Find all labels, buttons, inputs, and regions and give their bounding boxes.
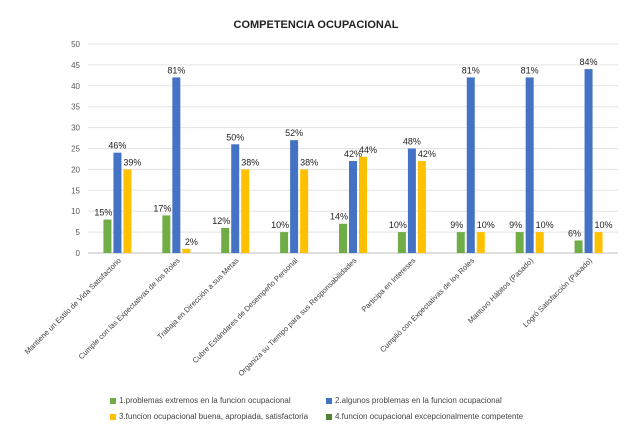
bar bbox=[407, 148, 416, 253]
legend-swatch bbox=[110, 397, 116, 404]
data-label: 14% bbox=[330, 212, 348, 222]
bar bbox=[231, 144, 240, 253]
y-tick-label: 30 bbox=[71, 124, 80, 133]
bar bbox=[241, 169, 250, 253]
data-label: 38% bbox=[300, 157, 318, 167]
data-label: 10% bbox=[389, 220, 407, 230]
legend-label: 3.funcion ocupacional buena, apropiada, … bbox=[119, 412, 309, 421]
legend-item: 3.funcion ocupacional buena, apropiada, … bbox=[110, 412, 308, 421]
bar bbox=[359, 156, 367, 253]
y-tick-label: 40 bbox=[71, 82, 80, 91]
data-label: 12% bbox=[212, 216, 230, 226]
data-label: 17% bbox=[153, 203, 171, 213]
bar bbox=[339, 223, 347, 253]
data-label: 9% bbox=[450, 220, 463, 230]
y-tick-label: 50 bbox=[71, 40, 80, 49]
legend-label: 2.algunos problemas en la funcion ocupac… bbox=[335, 396, 502, 405]
data-label: 9% bbox=[509, 220, 522, 230]
data-label: 10% bbox=[477, 220, 495, 230]
bar bbox=[456, 232, 465, 253]
data-label: 15% bbox=[94, 208, 112, 218]
bar bbox=[290, 140, 299, 253]
y-tick-label: 20 bbox=[71, 165, 80, 174]
x-tick-label: Mantiene un Estilo de Vida Satisfactorio bbox=[23, 256, 123, 356]
bar bbox=[123, 169, 132, 253]
legend-label: 1.problemas extremos en la funcion ocupa… bbox=[119, 396, 291, 405]
data-label: 81% bbox=[167, 65, 185, 75]
legend-swatch bbox=[326, 397, 332, 404]
x-tick-label: Participa en Intereses bbox=[360, 256, 418, 314]
data-label: 39% bbox=[123, 157, 141, 167]
bar bbox=[594, 232, 603, 253]
x-tick-label: Cumplió con Expectativas de los Roles bbox=[378, 256, 476, 354]
y-tick-label: 15 bbox=[71, 186, 80, 195]
legend-item: 4.funcion ocupacional excepcionalmente c… bbox=[326, 412, 523, 421]
data-label: 6% bbox=[568, 228, 581, 238]
legend-swatch bbox=[326, 413, 332, 420]
bar bbox=[349, 161, 357, 253]
bar bbox=[221, 227, 230, 253]
x-tick-label: Mantuvo Hábitos (Pasado) bbox=[466, 256, 536, 326]
x-tick-label: Cumple con las Expectativas de los Roles bbox=[77, 256, 182, 361]
bar bbox=[397, 232, 406, 253]
data-label: 2% bbox=[185, 237, 198, 247]
bar bbox=[182, 248, 191, 253]
data-label: 81% bbox=[462, 65, 480, 75]
bar bbox=[113, 152, 122, 253]
legend-item: 2.algunos problemas en la funcion ocupac… bbox=[326, 396, 502, 405]
bar bbox=[525, 77, 534, 253]
y-tick-label: 45 bbox=[71, 61, 80, 70]
bar bbox=[535, 232, 544, 253]
data-label: 10% bbox=[271, 220, 289, 230]
bar bbox=[417, 161, 426, 253]
data-label: 42% bbox=[418, 149, 436, 159]
data-label: 42% bbox=[344, 149, 362, 159]
y-tick-label: 35 bbox=[71, 103, 80, 112]
y-tick-label: 0 bbox=[76, 249, 81, 258]
bar bbox=[584, 69, 593, 253]
y-tick-label: 10 bbox=[71, 207, 80, 216]
data-label: 50% bbox=[226, 132, 244, 142]
bar bbox=[515, 232, 524, 253]
bar bbox=[476, 232, 485, 253]
x-tick-label: Organiza su Tiempo para sus Responsabili… bbox=[236, 256, 358, 378]
legend-swatch bbox=[110, 413, 116, 420]
data-label: 81% bbox=[521, 65, 539, 75]
data-label: 52% bbox=[285, 128, 303, 138]
bar bbox=[300, 169, 309, 253]
data-label: 46% bbox=[108, 141, 126, 151]
data-label: 10% bbox=[595, 220, 613, 230]
x-tick-label: Logró Satisfacción (Pasado) bbox=[521, 256, 594, 329]
legend-item: 1.problemas extremos en la funcion ocupa… bbox=[110, 396, 291, 405]
bar bbox=[574, 240, 583, 253]
x-tick-label: Cubre Estándares de Desempeño Personal bbox=[191, 256, 300, 365]
data-label: 38% bbox=[241, 157, 259, 167]
data-label: 10% bbox=[536, 220, 554, 230]
bar bbox=[466, 77, 475, 253]
data-label: 84% bbox=[580, 57, 598, 67]
y-tick-label: 5 bbox=[76, 228, 81, 237]
bar bbox=[172, 77, 181, 253]
chart-title: COMPETENCIA OCUPACIONAL bbox=[234, 19, 399, 31]
y-tick-label: 25 bbox=[71, 145, 80, 154]
bar bbox=[162, 215, 171, 253]
data-label: 44% bbox=[359, 145, 377, 155]
legend-label: 4.funcion ocupacional excepcionalmente c… bbox=[335, 412, 524, 421]
bar bbox=[103, 219, 112, 253]
bar bbox=[280, 232, 289, 253]
data-label: 48% bbox=[403, 137, 421, 147]
